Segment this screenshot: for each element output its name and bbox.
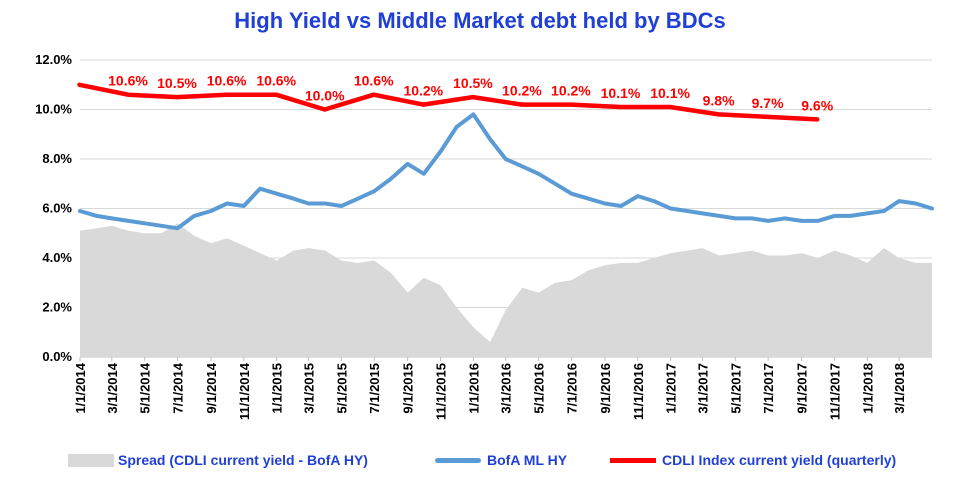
x-tick-label: 3/1/2014	[105, 362, 120, 413]
y-tick-label: 10.0%	[35, 102, 72, 117]
x-tick-label: 3/1/2018	[892, 363, 907, 414]
x-tick-label: 11/1/2015	[434, 363, 449, 420]
x-tick-label: 9/1/2014	[204, 362, 219, 413]
data-label: 10.2%	[502, 83, 542, 99]
legend-swatch-spread	[68, 453, 114, 467]
x-tick-label: 1/1/2018	[860, 363, 875, 414]
x-tick-label: 11/1/2017	[827, 363, 842, 420]
spread-area	[80, 223, 932, 357]
data-labels: 10.6% 10.5% 10.6% 10.6% 10.0% 10.6% 10.2% 10.5%…	[108, 73, 834, 114]
data-label: 10.1%	[601, 85, 641, 101]
legend-swatch-cdli	[610, 457, 656, 463]
data-label: 10.2%	[551, 83, 591, 99]
y-tick-label: 0.0%	[42, 349, 72, 364]
data-label: 10.5%	[157, 75, 197, 91]
x-tick-label: 7/1/2014	[171, 362, 186, 413]
x-tick-label: 3/1/2016	[499, 363, 514, 414]
y-tick-label: 2.0%	[42, 300, 72, 315]
legend-label-spread: Spread (CDLI current yield - BofA HY)	[118, 452, 368, 468]
chart-plot: 0.0% 2.0% 4.0% 6.0% 8.0% 10.0% 12.0% 1/1/2014 3…	[35, 52, 934, 420]
y-tick-label: 8.0%	[42, 151, 72, 166]
chart-title: High Yield vs Middle Market debt held by…	[234, 8, 726, 33]
data-label: 10.6%	[207, 73, 247, 89]
x-tick-label: 11/1/2016	[631, 363, 646, 420]
y-tick-label: 4.0%	[42, 250, 72, 265]
data-label: 10.6%	[354, 73, 394, 89]
y-axis-labels: 0.0% 2.0% 4.0% 6.0% 8.0% 10.0% 12.0%	[35, 52, 72, 364]
data-label: 10.6%	[108, 73, 148, 89]
x-tick-label: 1/1/2014	[73, 362, 88, 413]
x-tick-label: 1/1/2016	[466, 363, 481, 414]
x-tick-label: 9/1/2016	[598, 363, 613, 414]
x-tick-label: 7/1/2016	[564, 363, 579, 414]
x-tick-label: 1/1/2017	[664, 363, 679, 414]
x-tick-label: 9/1/2017	[795, 363, 810, 414]
x-tick-label: 9/1/2015	[401, 363, 416, 414]
x-tick-label: 5/1/2017	[728, 363, 743, 414]
x-tick-label: 7/1/2015	[367, 363, 382, 414]
data-label: 10.5%	[453, 75, 493, 91]
legend-label-bofa: BofA ML HY	[487, 452, 568, 468]
bofa-hy-line	[78, 112, 934, 231]
data-label: 9.7%	[752, 95, 784, 111]
x-tick-label: 3/1/2015	[301, 363, 316, 414]
data-label: 10.6%	[256, 73, 296, 89]
y-tick-label: 6.0%	[42, 201, 72, 216]
legend: Spread (CDLI current yield - BofA HY) Bo…	[0, 452, 960, 482]
x-tick-label: 5/1/2014	[138, 362, 153, 413]
x-tick-label: 5/1/2015	[334, 363, 349, 414]
legend-item-cdli: CDLI Index current yield (quarterly)	[610, 452, 896, 468]
data-label: 10.2%	[403, 83, 443, 99]
series-lines	[77, 82, 934, 231]
x-tick-label: 7/1/2017	[761, 363, 776, 414]
data-label: 10.0%	[305, 88, 345, 104]
legend-item-bofa: BofA ML HY	[435, 452, 567, 468]
x-tick-label: 3/1/2017	[695, 363, 710, 414]
data-label: 10.1%	[650, 85, 690, 101]
legend-swatch-bofa	[435, 457, 481, 463]
cdli-yield-line	[77, 82, 820, 122]
spread-area-shape	[80, 223, 932, 357]
data-label: 9.8%	[703, 92, 735, 108]
data-label: 9.6%	[801, 97, 833, 113]
legend-item-spread: Spread (CDLI current yield - BofA HY)	[68, 452, 368, 468]
x-tick-label: 11/1/2014	[237, 362, 252, 420]
x-tick-label: 5/1/2016	[532, 363, 547, 414]
x-axis-labels: 1/1/2014 3/1/2014 5/1/2014 7/1/2014 9/1/2014…	[73, 362, 907, 420]
x-tick-label: 1/1/2015	[270, 363, 285, 414]
y-tick-label: 12.0%	[35, 52, 72, 67]
legend-label-cdli: CDLI Index current yield (quarterly)	[662, 452, 897, 468]
